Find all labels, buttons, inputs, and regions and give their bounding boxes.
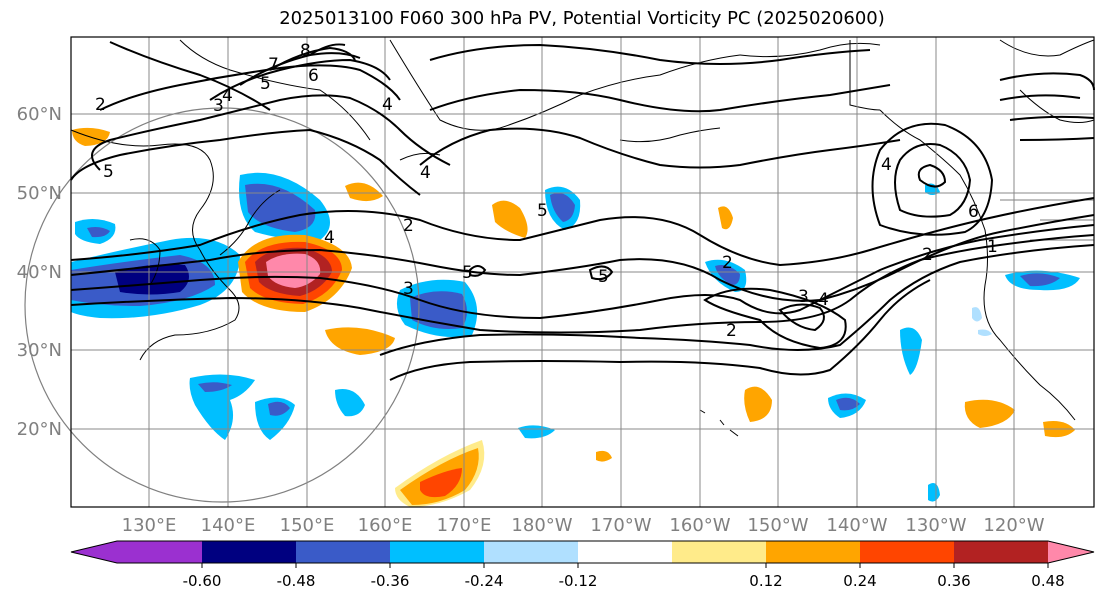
positive-anomaly [744, 386, 772, 422]
negative-anomaly [198, 382, 232, 392]
negative-anomaly [836, 397, 860, 411]
contour-label: 8 [300, 41, 311, 61]
negative-anomaly [978, 329, 992, 336]
colorbar-cell [484, 541, 579, 563]
lon-label: 120°W [983, 515, 1044, 536]
colorbar-cell [672, 541, 767, 563]
contour-label: 5 [103, 162, 114, 182]
pv-contours [70, 41, 1095, 381]
positive-anomaly [420, 468, 462, 498]
contour-label: 5 [462, 263, 473, 283]
positive-anomaly [325, 327, 395, 355]
colorbar-cell [202, 541, 297, 563]
lon-label: 170°W [590, 515, 651, 536]
negative-anomaly [928, 482, 940, 502]
colorbar-cell [766, 541, 861, 563]
contour-label: 6 [308, 66, 319, 86]
positive-anomaly [964, 399, 1015, 428]
map-panel: 8 7 6 5 4 3 2 5 4 4 2 5 3 4 5 5 3 4 2 2 … [24, 36, 1095, 508]
colorbar-cell [71, 541, 202, 563]
contour-label: 3 [798, 287, 809, 307]
lon-label: 180°W [511, 515, 572, 536]
contour-label: 4 [881, 155, 892, 175]
lat-label: 20°N [17, 419, 62, 440]
reference-circle [24, 107, 420, 503]
negative-anomaly [550, 192, 575, 222]
colorbar: -0.60 -0.48 -0.36 -0.24 -0.12 0.12 0.24 0.36 0.4… [70, 540, 1095, 590]
negative-anomaly [335, 389, 365, 417]
contour-label: 5 [537, 201, 548, 221]
colorbar-cell [578, 541, 673, 563]
graticule [71, 37, 1094, 507]
contour-label: 2 [726, 321, 737, 341]
contour-label: 5 [598, 267, 609, 287]
lon-label: 150°E [280, 515, 335, 536]
lat-label: 40°N [17, 262, 62, 283]
contour-label: 5 [260, 74, 271, 94]
lon-label: 160°E [358, 515, 413, 536]
contour-label: 2 [922, 245, 933, 265]
contour-label: 4 [818, 290, 829, 310]
colorbar-tick-label: 0.12 [749, 572, 782, 590]
colorbar-tick-label: -0.36 [371, 572, 410, 590]
colorbar-tick-label: -0.24 [465, 572, 504, 590]
lon-label: 150°W [747, 515, 808, 536]
lon-label: 140°W [826, 515, 887, 536]
positive-anomaly [345, 182, 383, 202]
contour-label: 4 [324, 228, 335, 248]
lon-label: 170°E [437, 515, 492, 536]
colorbar-tick-label: 0.48 [1031, 572, 1064, 590]
contour-label: 4 [420, 163, 431, 183]
contour-label: 2 [722, 253, 733, 273]
negative-anomaly [972, 307, 982, 322]
negative-anomaly [87, 227, 110, 238]
negative-anomaly [245, 183, 316, 232]
contour-label: 1 [987, 237, 998, 257]
contour-label: 4 [222, 86, 233, 106]
colorbar-outline [70, 540, 1095, 564]
colorbar-tick-label: 0.24 [843, 572, 876, 590]
positive-anomaly [492, 200, 528, 238]
colorbar-tick-label: -0.48 [277, 572, 316, 590]
lon-label: 160°W [669, 515, 730, 536]
negative-anomaly [715, 265, 740, 285]
negative-anomaly [268, 401, 290, 416]
contour-label: 2 [95, 95, 106, 115]
positive-anomaly [596, 450, 612, 462]
lon-label: 130°W [905, 515, 966, 536]
lat-label: 50°N [17, 183, 62, 204]
colorbar-tick-label: 0.36 [937, 572, 970, 590]
contour-label: 7 [268, 55, 279, 75]
contour-label: 4 [382, 95, 393, 115]
contour-label: 3 [403, 279, 414, 299]
colorbar-tick-label: -0.60 [183, 572, 222, 590]
colorbar-cell [954, 541, 1049, 563]
plot-title: 2025013100 F060 300 hPa PV, Potential Vo… [279, 8, 885, 29]
negative-anomaly [900, 327, 922, 375]
contour-label: 6 [968, 202, 979, 222]
colorbar-tick-label: -0.12 [559, 572, 598, 590]
colorbar-cell [390, 541, 485, 563]
negative-anomaly [1020, 273, 1060, 287]
colorbar-cell [1048, 541, 1094, 563]
lon-label: 130°E [122, 515, 177, 536]
lat-label: 60°N [17, 104, 62, 125]
contour-label: 2 [403, 216, 414, 236]
lat-label: 30°N [17, 340, 62, 361]
contour-label: 3 [213, 96, 224, 116]
lon-label: 140°E [201, 515, 256, 536]
positive-anomaly [718, 206, 733, 230]
colorbar-cell [860, 541, 955, 563]
colorbar-cell [296, 541, 391, 563]
